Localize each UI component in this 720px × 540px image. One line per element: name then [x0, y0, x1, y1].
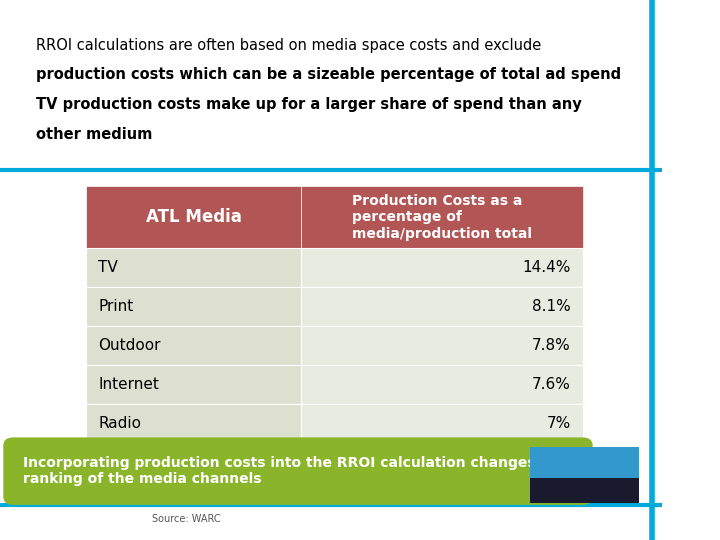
- Text: Outdoor: Outdoor: [554, 455, 615, 468]
- Text: ATL Media: ATL Media: [145, 208, 242, 226]
- FancyBboxPatch shape: [530, 447, 639, 503]
- FancyBboxPatch shape: [530, 447, 639, 478]
- Text: other medium: other medium: [37, 127, 153, 142]
- Text: production costs which can be a sizeable percentage of total ad spend: production costs which can be a sizeable…: [37, 68, 621, 83]
- FancyBboxPatch shape: [301, 186, 582, 248]
- Text: RROI calculations are often based on media space costs and exclude: RROI calculations are often based on med…: [37, 38, 541, 53]
- Text: media centre: media centre: [550, 486, 619, 496]
- Text: TV: TV: [98, 260, 118, 275]
- Text: Source: WARC: Source: WARC: [153, 515, 221, 524]
- FancyBboxPatch shape: [86, 365, 301, 404]
- Text: Incorporating production costs into the RROI calculation changes the
ranking of : Incorporating production costs into the …: [23, 456, 567, 486]
- FancyBboxPatch shape: [86, 287, 301, 326]
- Text: 7.8%: 7.8%: [532, 338, 571, 353]
- Text: Radio: Radio: [98, 416, 141, 431]
- Text: TV production costs make up for a larger share of spend than any: TV production costs make up for a larger…: [37, 97, 582, 112]
- Text: 14.4%: 14.4%: [523, 260, 571, 275]
- FancyBboxPatch shape: [86, 404, 301, 443]
- Text: 7.6%: 7.6%: [532, 377, 571, 392]
- Text: Production Costs as a
percentage of
media/production total: Production Costs as a percentage of medi…: [352, 194, 532, 240]
- FancyBboxPatch shape: [86, 248, 301, 287]
- FancyBboxPatch shape: [301, 287, 582, 326]
- Text: 8.1%: 8.1%: [532, 299, 571, 314]
- FancyBboxPatch shape: [86, 186, 301, 248]
- FancyBboxPatch shape: [86, 326, 301, 365]
- FancyBboxPatch shape: [301, 326, 582, 365]
- FancyBboxPatch shape: [301, 365, 582, 404]
- FancyBboxPatch shape: [301, 248, 582, 287]
- Text: 7%: 7%: [546, 416, 571, 431]
- FancyBboxPatch shape: [301, 404, 582, 443]
- Text: Print: Print: [98, 299, 133, 314]
- Text: Internet: Internet: [98, 377, 159, 392]
- FancyBboxPatch shape: [4, 437, 593, 505]
- Text: Outdoor: Outdoor: [98, 338, 161, 353]
